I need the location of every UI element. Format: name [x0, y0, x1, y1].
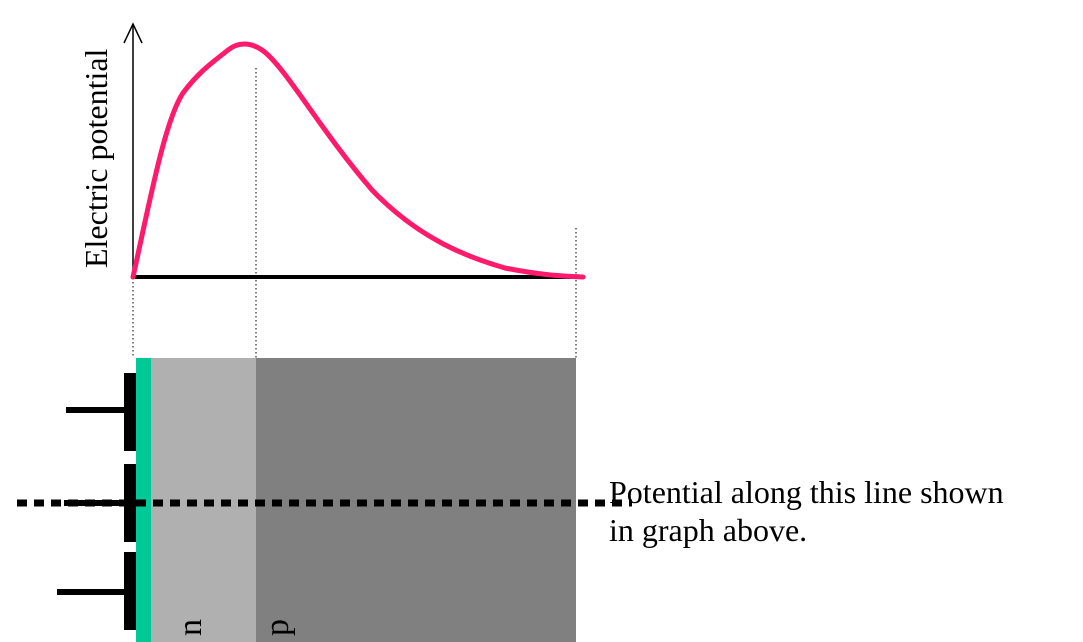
device-cross-section: n p: [17, 358, 632, 642]
gate-electrode-3: [57, 552, 136, 630]
annotation-line-1: Potential along this line shown: [609, 474, 1004, 510]
n-region-label: n: [172, 619, 209, 636]
annotation-line-2: in graph above.: [609, 512, 807, 548]
y-axis-arrowhead: [123, 22, 143, 44]
annotation: Potential along this line shown in graph…: [609, 474, 1004, 548]
p-region-label: p: [259, 619, 296, 636]
potential-curve: [130, 41, 586, 280]
gate-lead: [57, 589, 126, 595]
gate-electrode-1: [66, 373, 136, 451]
gate-plate: [124, 373, 136, 451]
gate-lead: [66, 407, 126, 413]
potential-graph: Electric potential: [78, 22, 586, 358]
gate-plate: [124, 464, 136, 542]
y-axis-label: Electric potential: [78, 48, 114, 268]
gate-plate: [124, 552, 136, 630]
